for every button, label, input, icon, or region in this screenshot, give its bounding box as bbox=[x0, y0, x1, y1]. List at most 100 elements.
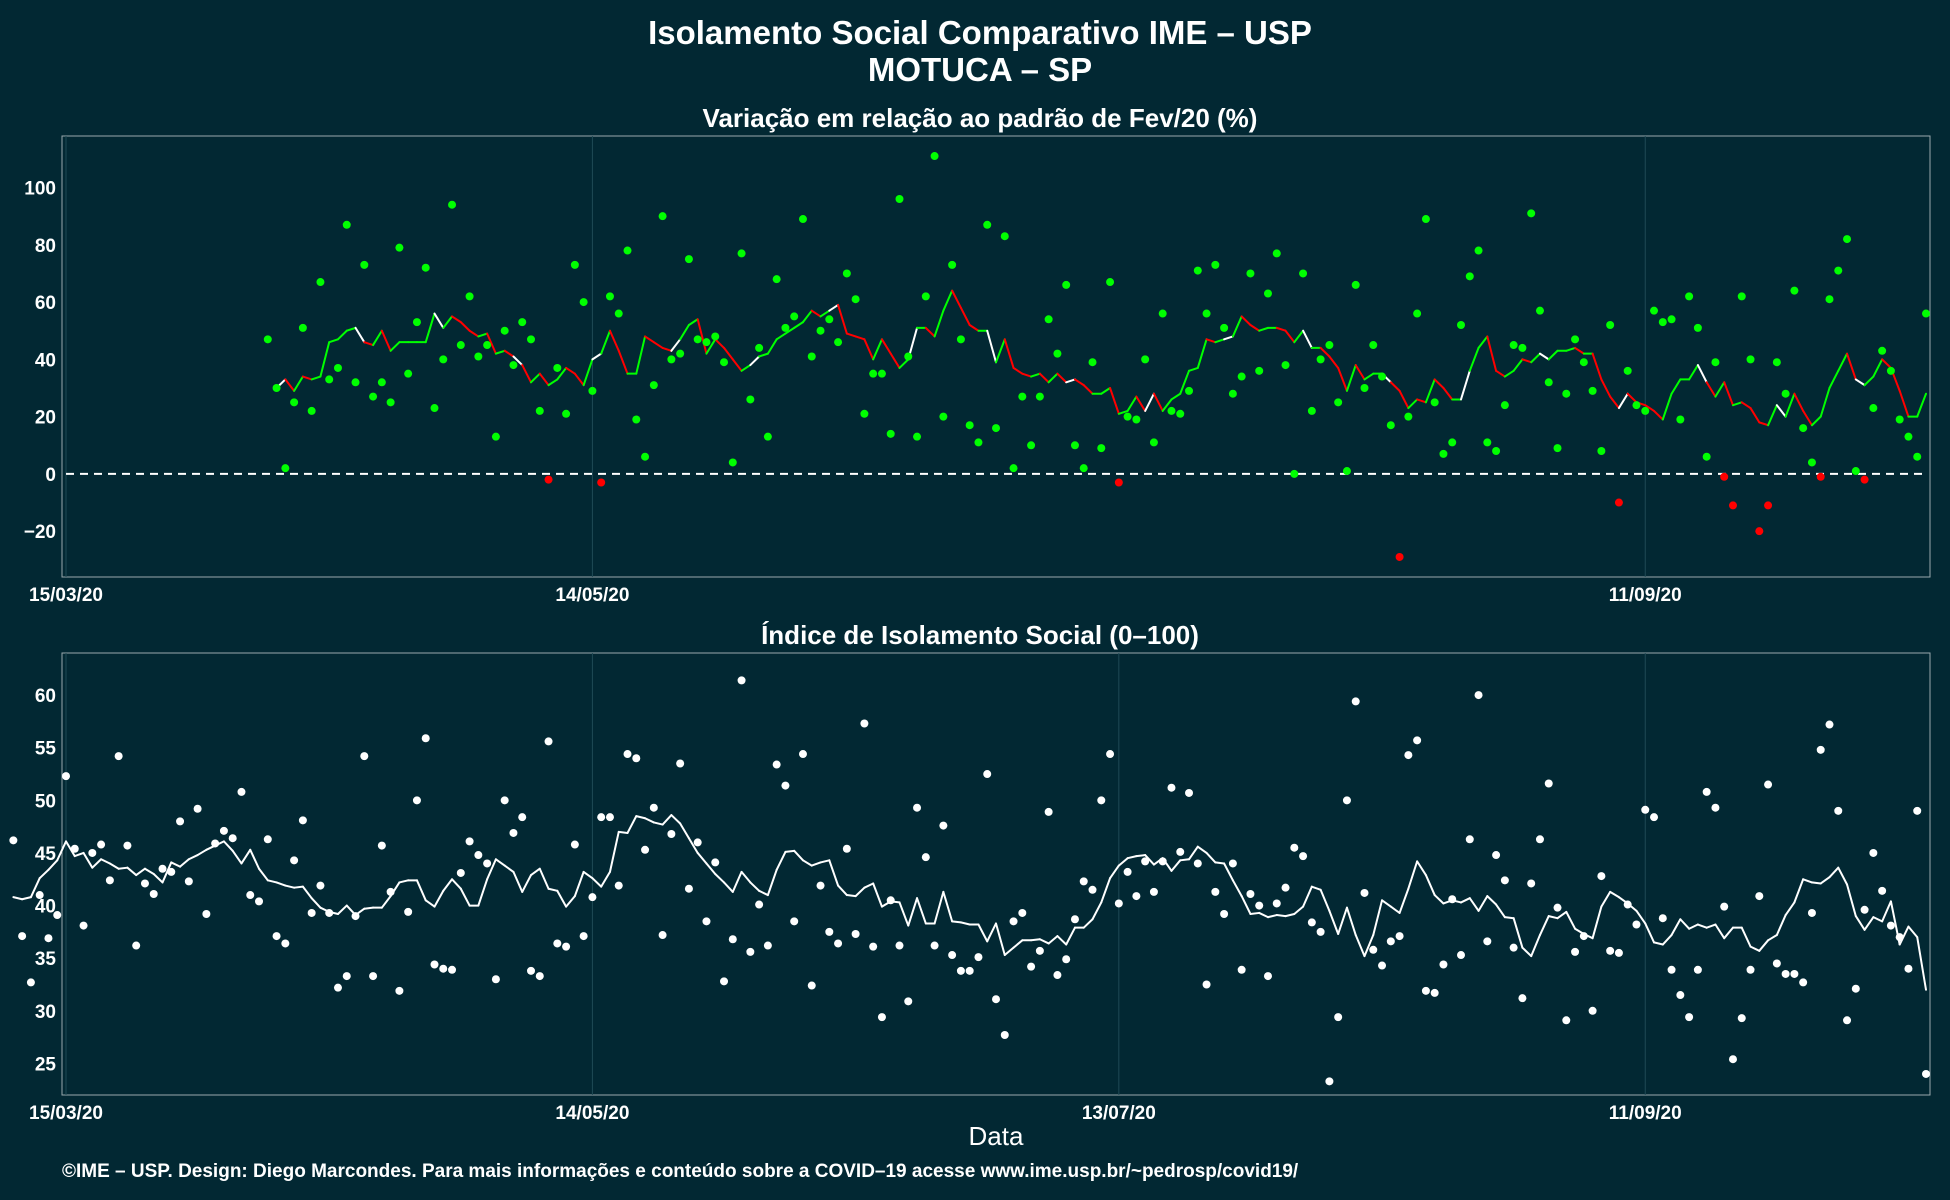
panel2-data-point bbox=[298, 816, 307, 825]
panel1-data-point bbox=[1123, 412, 1132, 421]
panel1-data-point bbox=[1334, 398, 1343, 407]
panel1-data-point bbox=[307, 406, 316, 415]
panel1-data-point bbox=[948, 260, 957, 269]
panel2-line-segment bbox=[1249, 911, 1261, 915]
panel2-data-point bbox=[1106, 750, 1115, 759]
panel2-y-axis: 25 30 35 40 45 50 55 60 bbox=[35, 686, 57, 1075]
panel1-line-segment bbox=[740, 364, 752, 372]
panel2-data-point bbox=[474, 851, 483, 860]
panel1-data-point bbox=[456, 341, 465, 350]
panel2-line-segment bbox=[1038, 938, 1050, 945]
panel1-line-segment bbox=[1775, 404, 1787, 418]
panel2-data-point bbox=[1272, 899, 1281, 908]
panel2-ytick-label-3: 40 bbox=[35, 897, 56, 918]
panel2-data-point bbox=[1027, 962, 1036, 971]
panel1-data-point bbox=[1667, 315, 1676, 324]
panel2-data-point bbox=[1904, 964, 1913, 973]
panel2-data-point bbox=[1378, 961, 1387, 970]
panel2-line-segment bbox=[1767, 934, 1778, 942]
panel1-data-point bbox=[763, 432, 772, 441]
panel1-data-point bbox=[1720, 472, 1729, 481]
panel2-data-point bbox=[70, 844, 79, 853]
panel2-data-point bbox=[1772, 959, 1781, 968]
panel2-line-segment bbox=[1495, 903, 1506, 919]
panel2-data-point bbox=[1676, 991, 1685, 1000]
panel1-data-point bbox=[1676, 415, 1685, 424]
panel2-line-segment bbox=[1468, 897, 1480, 912]
panel1-line-segment bbox=[1802, 409, 1813, 427]
panel1-data-point bbox=[1027, 441, 1036, 450]
panel1-data-point bbox=[342, 220, 351, 229]
panel2-line-segment bbox=[652, 821, 664, 826]
panel2-data-point bbox=[1869, 848, 1878, 857]
panel1-line-segment bbox=[1117, 409, 1129, 415]
panel1-data-point bbox=[1492, 447, 1501, 455]
panel1-data-point bbox=[1106, 278, 1115, 287]
panel2-data-point bbox=[965, 966, 974, 975]
panel2-line-segment bbox=[1363, 934, 1375, 958]
panel2-line-segment bbox=[819, 859, 831, 864]
panel1-line-segment bbox=[1021, 372, 1033, 378]
panel2-data-point bbox=[439, 964, 448, 973]
panel1-line-segment bbox=[1214, 338, 1226, 344]
panel2-line-segment bbox=[1486, 895, 1498, 906]
panel2-line-segment bbox=[310, 897, 322, 909]
panel2-data-point bbox=[605, 813, 614, 822]
panel2-line-segment bbox=[187, 854, 199, 861]
panel1-line-segment bbox=[1731, 401, 1743, 407]
panel1-data-point bbox=[992, 424, 1000, 433]
panel2-line-segment bbox=[837, 884, 848, 897]
panel2-line-segment bbox=[977, 923, 989, 943]
panel2-daily-points bbox=[9, 676, 1930, 1086]
panel2-xtick-label-1: 14/05/20 bbox=[555, 1103, 629, 1124]
panel1-line-segment bbox=[1293, 329, 1305, 344]
panel2-line-segment bbox=[231, 849, 243, 865]
panel2-line-segment bbox=[1758, 939, 1770, 952]
panel2-line-segment bbox=[1872, 916, 1884, 923]
panel1-line-segment bbox=[1082, 384, 1094, 395]
panel2-data-point bbox=[272, 932, 281, 941]
panel1-line-segment bbox=[1600, 378, 1612, 398]
panel2-data-point bbox=[1535, 835, 1544, 844]
panel1-line-segment bbox=[1161, 398, 1173, 412]
panel1-data-point bbox=[412, 318, 421, 327]
panel1-line-segment bbox=[986, 329, 997, 364]
panel2-line-segment bbox=[626, 815, 638, 834]
panel1-line-segment bbox=[521, 364, 532, 384]
panel2-data-point bbox=[1667, 965, 1676, 974]
panel2-data-point bbox=[1299, 852, 1308, 861]
panel1-line-segment bbox=[1547, 349, 1559, 361]
panel1-line-segment bbox=[766, 338, 778, 355]
panel1-data-point bbox=[1378, 372, 1387, 381]
panel2-line-segment bbox=[1310, 885, 1322, 891]
panel1-data-point bbox=[895, 195, 904, 203]
panel1-line-segment bbox=[1495, 369, 1506, 378]
panel1-line-segment bbox=[652, 341, 664, 349]
panel1-data-point bbox=[527, 335, 535, 344]
panel1-data-point bbox=[983, 220, 992, 229]
panel2-line-segment bbox=[1407, 860, 1419, 890]
panel1-data-point bbox=[798, 215, 807, 224]
panel1-data-point bbox=[474, 352, 483, 361]
panel2-data-point bbox=[1922, 1069, 1930, 1078]
panel2-line-segment bbox=[1635, 909, 1647, 925]
panel2-line-segment bbox=[1223, 862, 1234, 882]
panel1-line-segment bbox=[1328, 355, 1340, 369]
panel2-xtick-label-2: 13/07/20 bbox=[1082, 1103, 1156, 1124]
panel2-line-segment bbox=[275, 881, 287, 887]
panel2-line-segment bbox=[1907, 925, 1919, 939]
panel2-line-segment bbox=[1240, 895, 1252, 915]
panel1-data-point bbox=[351, 378, 360, 387]
panel1-data-point bbox=[1141, 355, 1150, 364]
panel1-data-point bbox=[1693, 323, 1702, 332]
panel2-line-segment bbox=[933, 890, 945, 925]
panel1-line-segment bbox=[705, 338, 717, 355]
panel1-data-point bbox=[290, 398, 299, 407]
panel2-data-point bbox=[1132, 892, 1141, 901]
panel2-data-point bbox=[728, 935, 737, 944]
panel2-line-segment bbox=[766, 868, 778, 897]
panel2-ytick-label-2: 35 bbox=[35, 949, 57, 970]
panel1-line-segment bbox=[1530, 352, 1541, 364]
panel1-data-point bbox=[807, 352, 816, 361]
panel1-gridlines bbox=[65, 136, 1646, 577]
